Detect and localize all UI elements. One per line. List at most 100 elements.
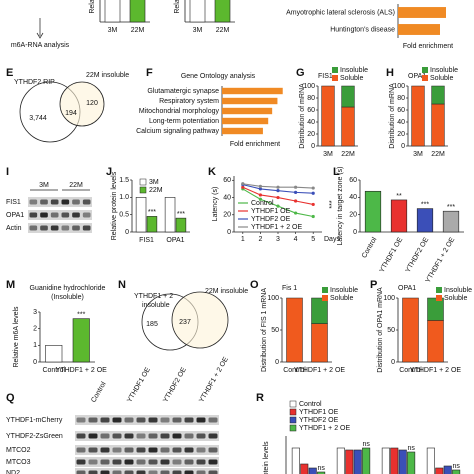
bar-segment bbox=[286, 297, 303, 363]
legend-label: Control bbox=[251, 200, 274, 207]
legend-label: YTHDF1 OE bbox=[251, 208, 291, 215]
y-axis-label: Distribution of mRNA bbox=[299, 83, 306, 149]
y-tick-label: 3 bbox=[33, 309, 37, 316]
y-tick-label: 0 bbox=[227, 229, 231, 236]
x-tick-label: 22M bbox=[131, 27, 145, 34]
blot-membrane bbox=[28, 223, 92, 233]
panel-label: L bbox=[333, 166, 340, 178]
blot-column: Control bbox=[90, 380, 108, 403]
bar bbox=[435, 467, 444, 474]
chart-title: Gene Ontology analysis bbox=[181, 73, 256, 80]
bar bbox=[381, 447, 390, 474]
bar bbox=[390, 199, 408, 233]
y-tick-label: 50 bbox=[271, 327, 279, 334]
bar bbox=[398, 7, 446, 18]
bar bbox=[189, 0, 206, 23]
bar-segment bbox=[311, 323, 328, 363]
blot-band bbox=[160, 447, 170, 453]
blot-band bbox=[160, 470, 170, 474]
y-axis-label: protein levels bbox=[263, 441, 270, 474]
legend-swatch bbox=[289, 400, 297, 408]
point bbox=[258, 184, 262, 188]
bar bbox=[214, 0, 231, 23]
panel-label: H bbox=[386, 67, 394, 79]
blot-band bbox=[184, 459, 194, 465]
blot-band bbox=[76, 470, 86, 474]
venn-circle bbox=[59, 81, 105, 127]
significance: *** bbox=[148, 209, 156, 216]
bar bbox=[45, 345, 63, 363]
blot-band bbox=[124, 459, 134, 465]
y-tick-label: 0 bbox=[125, 229, 129, 236]
bar bbox=[222, 107, 273, 115]
blot-band bbox=[184, 433, 194, 439]
y-tick-label: Calcium signaling pathway bbox=[136, 128, 219, 135]
significance: *** bbox=[329, 200, 336, 208]
chart-title: OPA1 bbox=[408, 73, 426, 80]
blot-band bbox=[88, 447, 98, 453]
blot-row-label: OPA1 bbox=[6, 212, 24, 219]
legend-label: YTHDF2 OE bbox=[251, 216, 291, 223]
point bbox=[294, 211, 298, 215]
legend-label: Soluble bbox=[430, 75, 453, 82]
x-axis-label: Fold enrichment bbox=[403, 43, 453, 50]
legend-swatch bbox=[332, 67, 338, 73]
legend-swatch bbox=[139, 186, 147, 194]
legend-label: Soluble bbox=[330, 295, 353, 302]
blot-membrane bbox=[75, 468, 219, 474]
legend-swatch bbox=[322, 295, 328, 301]
blot-membrane bbox=[75, 415, 219, 425]
bar bbox=[442, 210, 460, 233]
bar-segment bbox=[427, 297, 444, 321]
bar bbox=[407, 451, 416, 474]
legend-label: 3M bbox=[149, 179, 159, 186]
blot-band bbox=[184, 470, 194, 474]
venn-count: 120 bbox=[86, 100, 98, 107]
blot-band bbox=[29, 199, 38, 205]
legend-label: YTHDF1 OE bbox=[299, 409, 339, 416]
y-axis-label: Relative bbox=[89, 0, 96, 14]
panel-label: G bbox=[296, 67, 305, 79]
x-tick-label: 22M bbox=[341, 151, 355, 158]
blot-band bbox=[100, 459, 110, 465]
y-tick-label: 100 bbox=[383, 295, 395, 302]
blot-band bbox=[124, 417, 134, 423]
chart-title: (Insoluble) bbox=[51, 294, 84, 301]
x-tick-label: 1 bbox=[241, 236, 245, 243]
blot-band bbox=[208, 447, 218, 453]
blot-band bbox=[136, 447, 146, 453]
y-axis-label: Distribution of mRNA bbox=[389, 83, 396, 149]
x-tick-label: 3M bbox=[413, 151, 423, 158]
point bbox=[276, 185, 280, 189]
blot-band bbox=[100, 433, 110, 439]
bar-segment bbox=[402, 297, 419, 363]
blot-band bbox=[88, 459, 98, 465]
y-tick-label: 100 bbox=[393, 83, 405, 90]
bar bbox=[72, 318, 90, 363]
panel-label: M bbox=[6, 279, 15, 291]
point bbox=[276, 195, 280, 200]
x-tick-label: YTHDF1 + 2 OE bbox=[410, 367, 461, 374]
blot-membrane bbox=[28, 197, 92, 207]
bar bbox=[398, 449, 407, 474]
blot-band bbox=[172, 433, 182, 439]
y-tick-label: 0 bbox=[33, 359, 37, 366]
point bbox=[258, 197, 262, 201]
blot-band bbox=[76, 417, 86, 423]
legend-label: YTHDF1 + 2 OE bbox=[251, 224, 302, 231]
x-tick-label: YTHDF1 + 2 OE bbox=[294, 367, 345, 374]
blot-band bbox=[40, 199, 48, 205]
x-axis-label: Days bbox=[324, 236, 340, 243]
blot-band bbox=[82, 212, 91, 218]
blot-band bbox=[148, 447, 158, 453]
point bbox=[258, 187, 262, 191]
blot-band bbox=[208, 417, 218, 423]
venn-title: YTHDF2 RIP bbox=[14, 79, 55, 86]
bar bbox=[104, 0, 121, 23]
panel-label: F bbox=[146, 67, 153, 79]
x-tick-label: 4 bbox=[294, 236, 298, 243]
blot-band bbox=[148, 433, 158, 439]
blot-band bbox=[208, 433, 218, 439]
blot-band bbox=[50, 199, 59, 205]
